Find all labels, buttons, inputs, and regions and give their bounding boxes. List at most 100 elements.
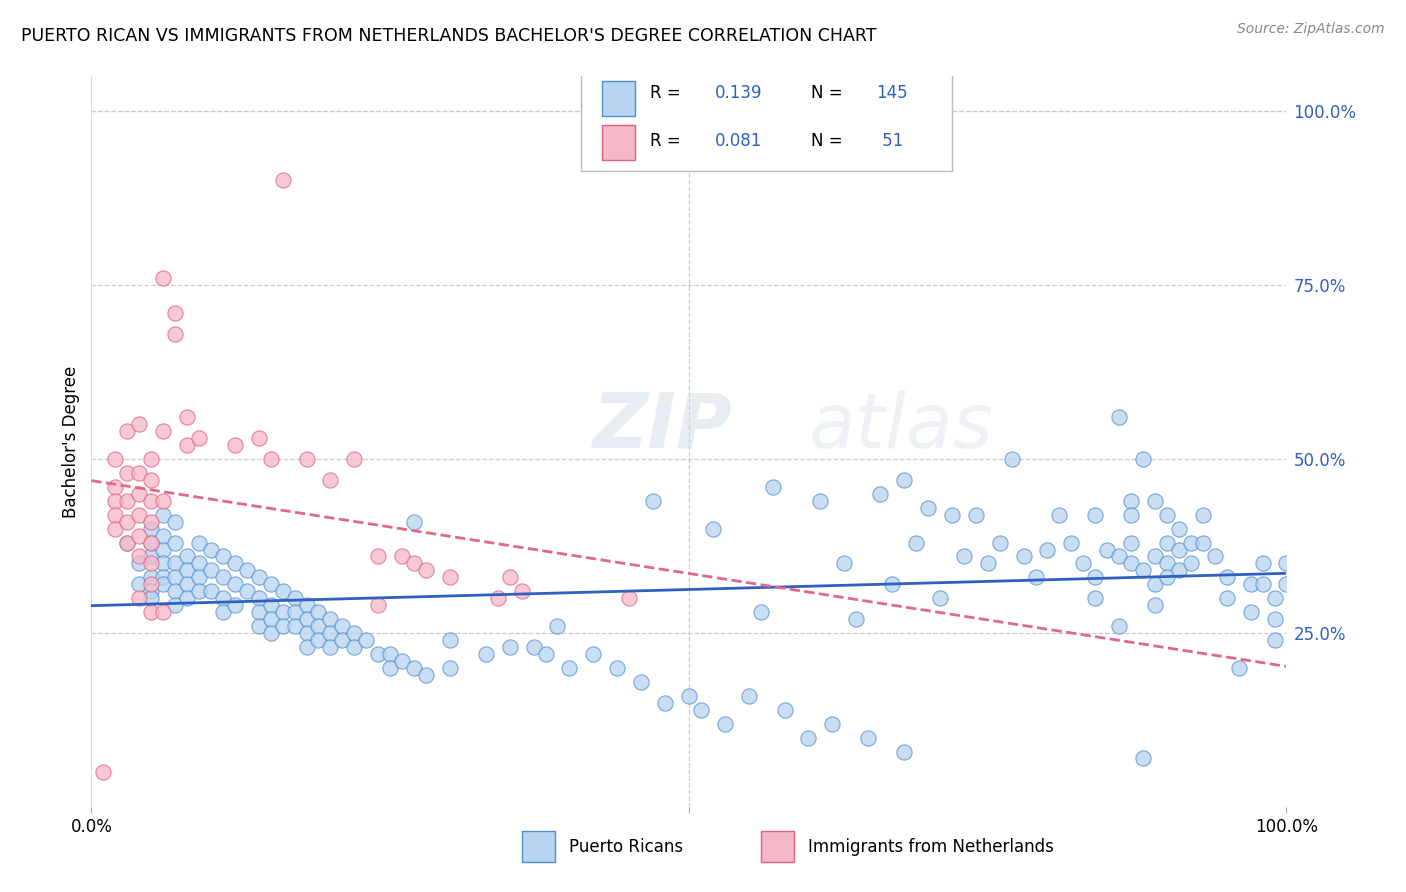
Point xyxy=(141,522,162,536)
Point xyxy=(187,584,211,599)
Point xyxy=(630,674,652,689)
Point xyxy=(128,508,150,522)
Point xyxy=(714,716,737,731)
Point xyxy=(163,599,186,613)
Point xyxy=(271,605,294,619)
Point xyxy=(821,716,844,731)
Point xyxy=(1167,522,1189,536)
Point xyxy=(235,584,259,599)
Point xyxy=(211,570,233,584)
Bar xyxy=(602,125,636,160)
Text: Source: ZipAtlas.com: Source: ZipAtlas.com xyxy=(1237,22,1385,37)
Point xyxy=(845,612,868,626)
Point xyxy=(141,549,162,564)
Point xyxy=(259,452,281,467)
Point xyxy=(810,493,832,508)
Point xyxy=(319,473,342,487)
Point xyxy=(247,619,270,633)
Point xyxy=(1275,557,1298,571)
Point xyxy=(152,270,174,285)
Point xyxy=(271,173,294,187)
Point xyxy=(152,508,174,522)
Text: atlas: atlas xyxy=(808,390,993,464)
Point xyxy=(247,570,270,584)
Text: N =: N = xyxy=(811,132,842,150)
Point xyxy=(486,591,509,606)
Point xyxy=(128,487,150,501)
Point xyxy=(1119,493,1142,508)
Point xyxy=(332,619,354,633)
Point xyxy=(176,591,198,606)
Point xyxy=(1071,557,1094,571)
Point xyxy=(1024,570,1046,584)
Point xyxy=(104,508,127,522)
Point xyxy=(1036,542,1059,557)
Point xyxy=(163,584,186,599)
Point xyxy=(152,542,174,557)
Point xyxy=(1144,549,1167,564)
Point xyxy=(354,633,377,648)
Point xyxy=(510,584,533,599)
Point xyxy=(391,549,413,564)
Point xyxy=(104,480,127,494)
Point xyxy=(367,599,389,613)
Point xyxy=(749,605,772,619)
Point xyxy=(104,452,127,467)
Text: R =: R = xyxy=(650,84,681,102)
Point xyxy=(307,633,329,648)
Point xyxy=(211,549,233,564)
Point xyxy=(128,557,150,571)
Point xyxy=(1144,577,1167,591)
Point xyxy=(737,689,759,703)
Point xyxy=(187,535,211,549)
Point xyxy=(163,326,186,341)
Point xyxy=(115,493,138,508)
Point xyxy=(988,535,1011,549)
Point xyxy=(415,563,437,577)
Point xyxy=(152,577,174,591)
Point xyxy=(558,661,581,675)
Point xyxy=(1240,605,1263,619)
Point xyxy=(1180,557,1202,571)
Point xyxy=(869,487,891,501)
Point xyxy=(93,765,114,780)
Point xyxy=(928,591,950,606)
Point xyxy=(1167,542,1189,557)
Point xyxy=(115,515,138,529)
Point xyxy=(1156,535,1178,549)
Point xyxy=(187,431,211,445)
Point xyxy=(1132,563,1154,577)
Point xyxy=(415,668,437,682)
Point xyxy=(163,515,186,529)
Point xyxy=(307,605,329,619)
Point xyxy=(128,417,150,431)
Point xyxy=(259,612,281,626)
Point xyxy=(498,570,520,584)
Point xyxy=(224,577,246,591)
Point xyxy=(367,549,389,564)
Point xyxy=(1144,599,1167,613)
Point xyxy=(332,633,354,648)
Point xyxy=(905,535,928,549)
Point xyxy=(1084,570,1107,584)
Point xyxy=(1215,591,1237,606)
Point xyxy=(128,549,150,564)
Point xyxy=(224,599,246,613)
Point xyxy=(1119,508,1142,522)
Point xyxy=(1264,633,1286,648)
Text: PUERTO RICAN VS IMMIGRANTS FROM NETHERLANDS BACHELOR'S DEGREE CORRELATION CHART: PUERTO RICAN VS IMMIGRANTS FROM NETHERLA… xyxy=(21,27,876,45)
Point xyxy=(295,612,318,626)
Point xyxy=(141,493,162,508)
Point xyxy=(1119,557,1142,571)
Point xyxy=(1097,542,1119,557)
Point xyxy=(128,577,150,591)
Point xyxy=(128,466,150,480)
Point xyxy=(1108,549,1130,564)
Point xyxy=(152,605,174,619)
Point xyxy=(404,661,426,675)
Text: 0.139: 0.139 xyxy=(716,84,762,102)
Point xyxy=(152,528,174,542)
Point xyxy=(582,647,605,661)
Point xyxy=(391,654,413,668)
Point xyxy=(1204,549,1226,564)
